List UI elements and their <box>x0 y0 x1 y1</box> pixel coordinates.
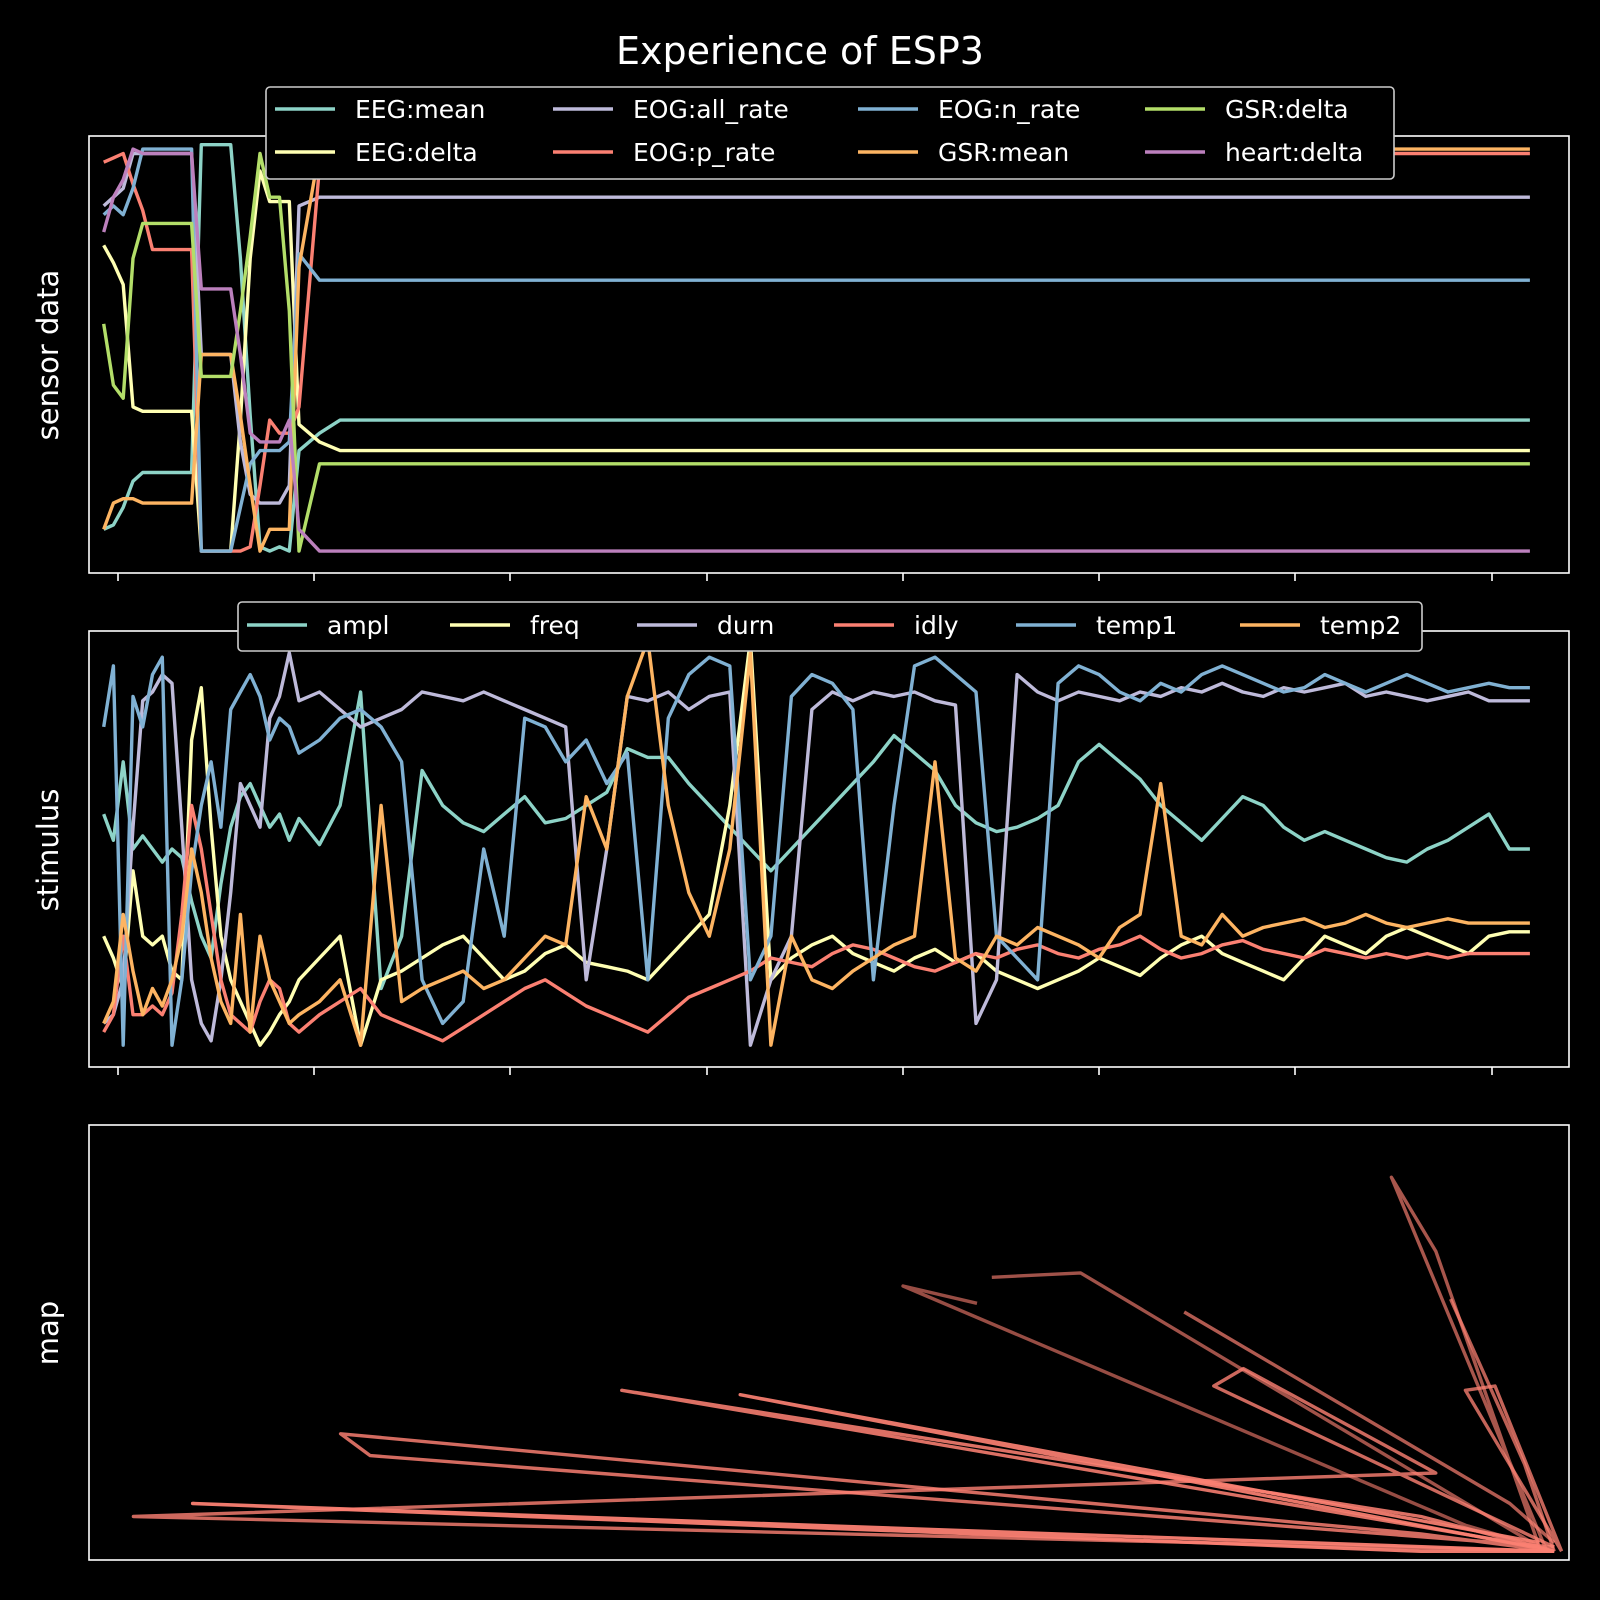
legend-label-temp1: temp1 <box>1096 611 1177 640</box>
legend-label-temp2: temp2 <box>1320 611 1401 640</box>
legend-label-eog-p-rate: EOG:p_rate <box>633 138 775 167</box>
sensor-data-panel: sensor data EEG:mean EEG:delta EOG:all_rate… <box>31 86 1570 581</box>
map-trajectory-8 <box>338 1432 1555 1553</box>
legend-label-eeg-mean: EEG:mean <box>355 95 485 124</box>
figure-title: Experience of ESP3 <box>616 29 984 73</box>
map-frame <box>88 1124 1570 1561</box>
series-line-heart-delta <box>102 147 1530 553</box>
stimulus-legend-box <box>237 601 1423 652</box>
legend-label-ampl: ampl <box>327 611 390 640</box>
map-trajectory-4 <box>1183 1310 1556 1544</box>
map-trajectory-10 <box>738 1392 1555 1553</box>
series-line-durn <box>102 651 1530 1047</box>
stimulus-legend: ampl freq durn idly temp1 temp2 <box>237 601 1423 652</box>
series-line-ampl <box>102 690 1530 991</box>
map-trajectory-6 <box>1463 1384 1564 1553</box>
stimulus-panel: stimulus ampl freq durn idly temp1 temp2 <box>31 601 1570 1075</box>
series-line-eog-n-rate <box>102 147 1530 553</box>
series-line-eeg-mean <box>102 142 1530 553</box>
series-line-temp2 <box>102 638 1530 1047</box>
map-trajectory-11 <box>190 1501 1555 1554</box>
legend-label-eog-all-rate: EOG:all_rate <box>633 95 789 124</box>
legend-label-eeg-delta: EEG:delta <box>355 138 478 167</box>
legend-label-gsr-mean: GSR:mean <box>938 138 1069 167</box>
stimulus-ylabel: stimulus <box>31 789 65 912</box>
legend-label-idly: idly <box>914 611 959 640</box>
stimulus-plot-area <box>102 638 1530 1047</box>
legend-label-gsr-delta: GSR:delta <box>1225 95 1349 124</box>
map-trajectory-2 <box>991 1271 1541 1549</box>
legend-label-durn: durn <box>717 611 774 640</box>
map-trajectory-3 <box>1389 1175 1549 1552</box>
legend-label-eog-n-rate: EOG:n_rate <box>938 95 1080 124</box>
map-trajectory-7 <box>131 1366 1555 1553</box>
legend-label-freq: freq <box>530 611 580 640</box>
legend-label-heart-delta: heart:delta <box>1225 138 1363 167</box>
sensor-data-ylabel: sensor data <box>31 270 65 441</box>
series-line-idly <box>102 803 1530 1043</box>
series-line-eeg-delta <box>102 169 1530 553</box>
sensor-data-legend: EEG:mean EEG:delta EOG:all_rate EOG:p_rate E… <box>265 86 1395 180</box>
map-plot-area <box>131 1175 1564 1554</box>
series-line-temp1 <box>102 655 1530 1047</box>
map-ylabel: map <box>31 1301 65 1365</box>
map-panel: map <box>31 1124 1570 1561</box>
series-line-gsr-delta <box>102 151 1530 553</box>
sensor-data-legend-box <box>265 86 1395 180</box>
